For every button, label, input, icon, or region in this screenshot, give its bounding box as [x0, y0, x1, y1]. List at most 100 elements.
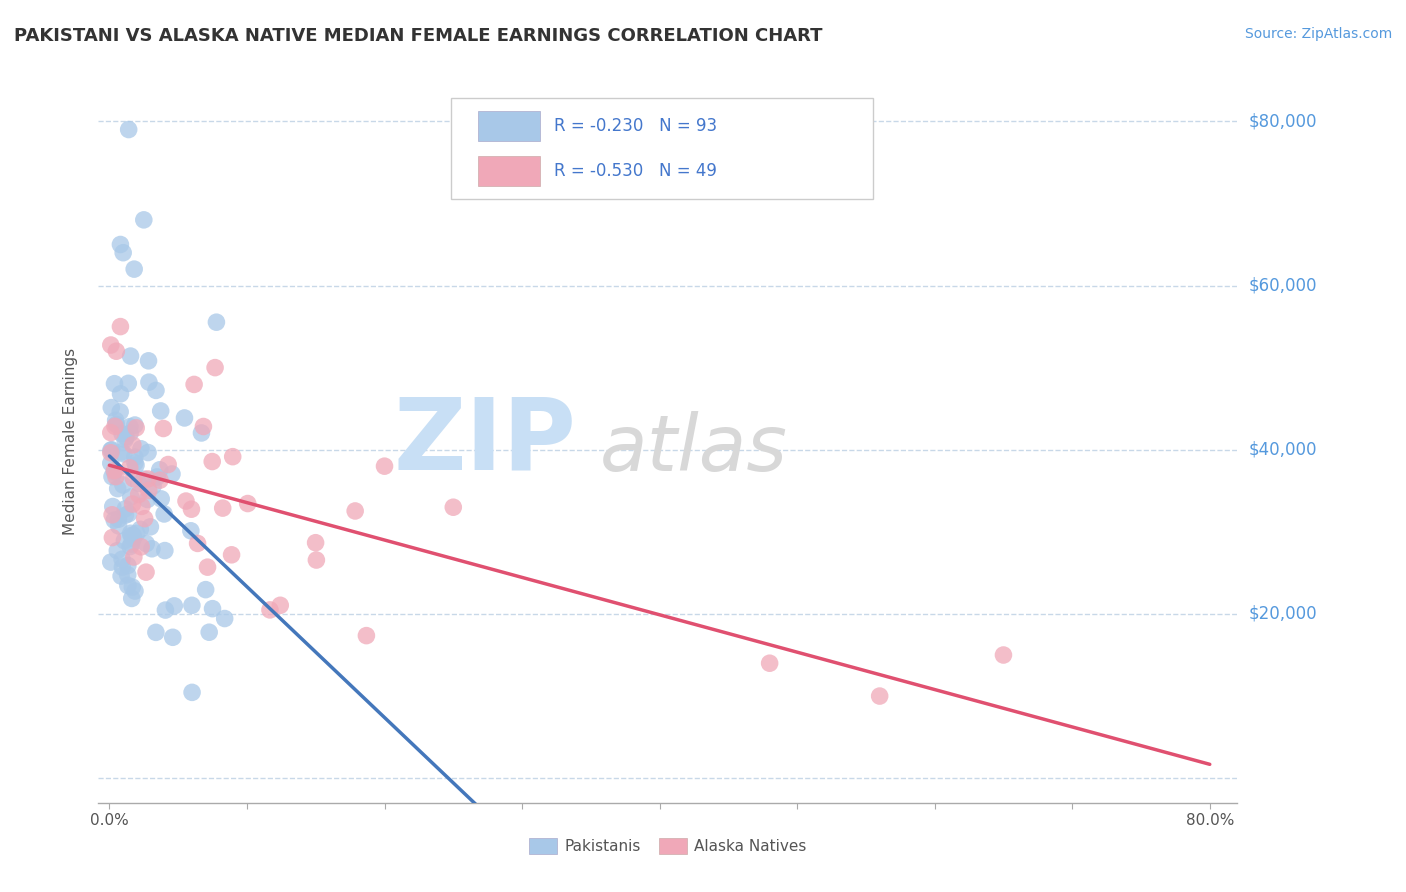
Point	[221, 548, 243, 562]
Point	[100, 425, 122, 440]
Point	[110, 569, 132, 583]
Point	[129, 540, 152, 554]
Point	[180, 502, 202, 516]
Point	[136, 445, 159, 459]
Point	[100, 443, 122, 458]
Point	[120, 490, 142, 504]
FancyBboxPatch shape	[451, 98, 873, 200]
Text: $40,000: $40,000	[1249, 441, 1317, 458]
Point	[107, 519, 129, 533]
Point	[103, 513, 125, 527]
Point	[197, 560, 219, 574]
Point	[101, 500, 124, 514]
Text: $60,000: $60,000	[1249, 277, 1317, 294]
Point	[305, 553, 328, 567]
Point	[183, 377, 205, 392]
Point	[187, 536, 209, 550]
Point	[173, 411, 195, 425]
Point	[100, 446, 122, 460]
Point	[121, 530, 143, 544]
Point	[344, 504, 367, 518]
Text: PAKISTANI VS ALASKA NATIVE MEDIAN FEMALE EARNINGS CORRELATION CHART: PAKISTANI VS ALASKA NATIVE MEDIAN FEMALE…	[14, 27, 823, 45]
Text: $80,000: $80,000	[1249, 112, 1317, 130]
Point	[222, 450, 245, 464]
Bar	[478, 112, 540, 142]
Point	[117, 567, 139, 582]
Point	[758, 657, 780, 671]
Point	[111, 478, 134, 492]
Point	[128, 476, 150, 491]
Point	[117, 578, 139, 592]
Text: R = -0.530   N = 49: R = -0.530 N = 49	[554, 162, 717, 180]
Point	[214, 611, 236, 625]
Point	[117, 558, 139, 573]
Point	[134, 511, 156, 525]
Point	[356, 629, 378, 643]
Point	[135, 536, 157, 550]
Point	[122, 549, 145, 564]
Point	[149, 404, 172, 418]
Point	[162, 630, 184, 644]
Point	[111, 552, 134, 566]
Point	[101, 508, 124, 522]
Point	[153, 507, 176, 521]
Point	[107, 512, 129, 526]
Point	[100, 401, 122, 415]
Text: $20,000: $20,000	[1249, 605, 1317, 623]
Point	[118, 122, 141, 136]
Point	[180, 599, 202, 613]
Point	[204, 360, 226, 375]
Point	[163, 599, 186, 613]
Point	[160, 467, 183, 481]
Point	[131, 500, 153, 514]
Point	[138, 354, 160, 368]
Point	[117, 507, 139, 521]
Point	[120, 526, 142, 541]
Point	[120, 540, 142, 554]
Point	[122, 528, 145, 542]
Point	[125, 458, 148, 472]
Point	[141, 541, 163, 556]
Point	[112, 447, 135, 461]
Point	[121, 580, 143, 594]
Point	[121, 497, 143, 511]
Point	[128, 487, 150, 501]
Point	[136, 472, 159, 486]
Point	[124, 584, 146, 599]
Point	[136, 492, 159, 507]
Point	[174, 494, 197, 508]
Point	[145, 625, 167, 640]
Point	[139, 520, 162, 534]
Point	[111, 427, 134, 442]
Point	[205, 315, 228, 329]
Point	[125, 421, 148, 435]
Point	[108, 405, 131, 419]
Point	[111, 445, 134, 459]
Point	[104, 419, 127, 434]
Point	[194, 582, 217, 597]
Point	[114, 433, 136, 447]
Point	[441, 500, 464, 515]
Point	[150, 491, 173, 506]
Point	[103, 465, 125, 479]
Point	[132, 212, 155, 227]
Point	[201, 454, 224, 468]
Point	[105, 417, 128, 432]
Point	[129, 522, 152, 536]
Point	[120, 528, 142, 542]
Point	[110, 237, 132, 252]
Point	[155, 603, 177, 617]
Point	[105, 344, 128, 359]
Point	[373, 459, 395, 474]
Point	[145, 384, 167, 398]
Point	[100, 456, 122, 470]
Point	[112, 245, 135, 260]
Point	[110, 319, 132, 334]
Point	[104, 469, 127, 483]
Point	[120, 426, 142, 441]
Point	[236, 497, 259, 511]
Point	[101, 469, 124, 483]
Point	[135, 565, 157, 579]
Point	[114, 508, 136, 522]
Point	[869, 689, 891, 703]
